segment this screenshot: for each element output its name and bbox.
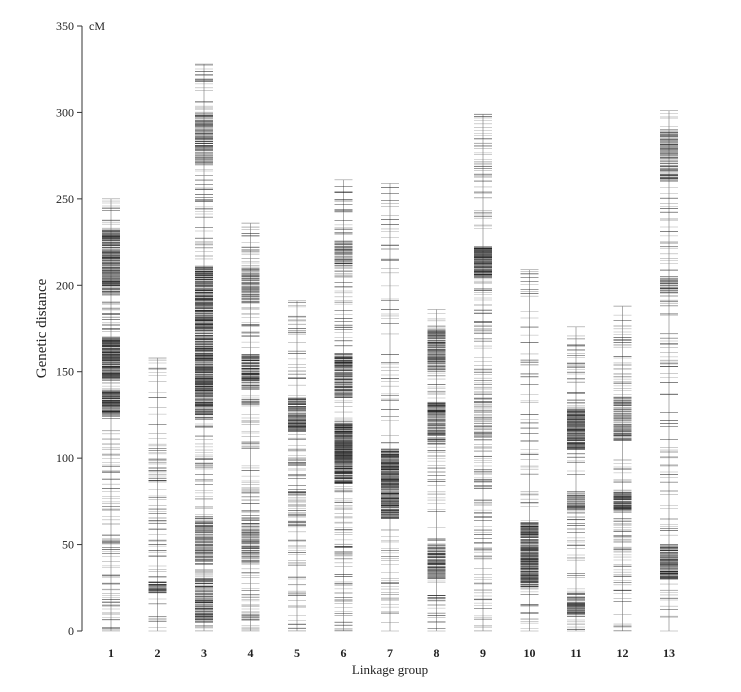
linkage-group-8: 8 — [427, 309, 446, 660]
linkage-group-label: 13 — [663, 646, 675, 660]
linkage-group-11: 11 — [567, 326, 585, 660]
y-tick-label: 350 — [56, 19, 74, 33]
linkage-group-12: 12 — [613, 305, 632, 660]
linkage-group-label: 8 — [434, 646, 440, 660]
y-tick-label: 50 — [62, 538, 74, 552]
linkage-group-label: 5 — [294, 646, 300, 660]
y-tick-label: 200 — [56, 278, 74, 292]
linkage-group-10: 10 — [520, 269, 539, 660]
y-tick-label: 0 — [68, 624, 74, 638]
linkage-group-label: 11 — [570, 646, 581, 660]
y-tick-label: 300 — [56, 105, 74, 119]
y-tick-label: 250 — [56, 192, 74, 206]
y-axis-title: Genetic distance — [34, 278, 50, 378]
linkage-group-label: 12 — [617, 646, 629, 660]
linkage-group-label: 10 — [524, 646, 536, 660]
linkage-group-5: 5 — [288, 300, 306, 660]
x-axis-title: Linkage group — [352, 662, 428, 677]
linkage-group-3: 3 — [195, 63, 213, 660]
linkage-group-7: 7 — [381, 183, 399, 660]
linkage-group-label: 4 — [248, 646, 254, 660]
linkage-group-label: 2 — [155, 646, 161, 660]
linkage-group-label: 1 — [108, 646, 114, 660]
y-tick-label: 100 — [56, 451, 74, 465]
linkage-group-label: 6 — [341, 646, 347, 660]
linkage-group-label: 7 — [387, 646, 393, 660]
chromosome-group-layer: 1 2 3 4 5 6 7 8 9 10 11 12 13 — [102, 63, 678, 660]
linkage-group-label: 3 — [201, 646, 207, 660]
linkage-group-9: 9 — [474, 113, 492, 660]
linkage-group-label: 9 — [480, 646, 486, 660]
linkage-group-6: 6 — [334, 179, 353, 660]
linkage-group-2: 2 — [148, 357, 167, 660]
y-axis-unit: cM — [89, 19, 105, 33]
y-tick-label: 150 — [56, 365, 74, 379]
linkage-group-13: 13 — [660, 110, 678, 660]
y-axis: 0 50 100 150 200 250 300 350 — [56, 19, 83, 638]
linkage-group-1: 1 — [102, 198, 120, 660]
linkage-group-4: 4 — [241, 222, 260, 660]
